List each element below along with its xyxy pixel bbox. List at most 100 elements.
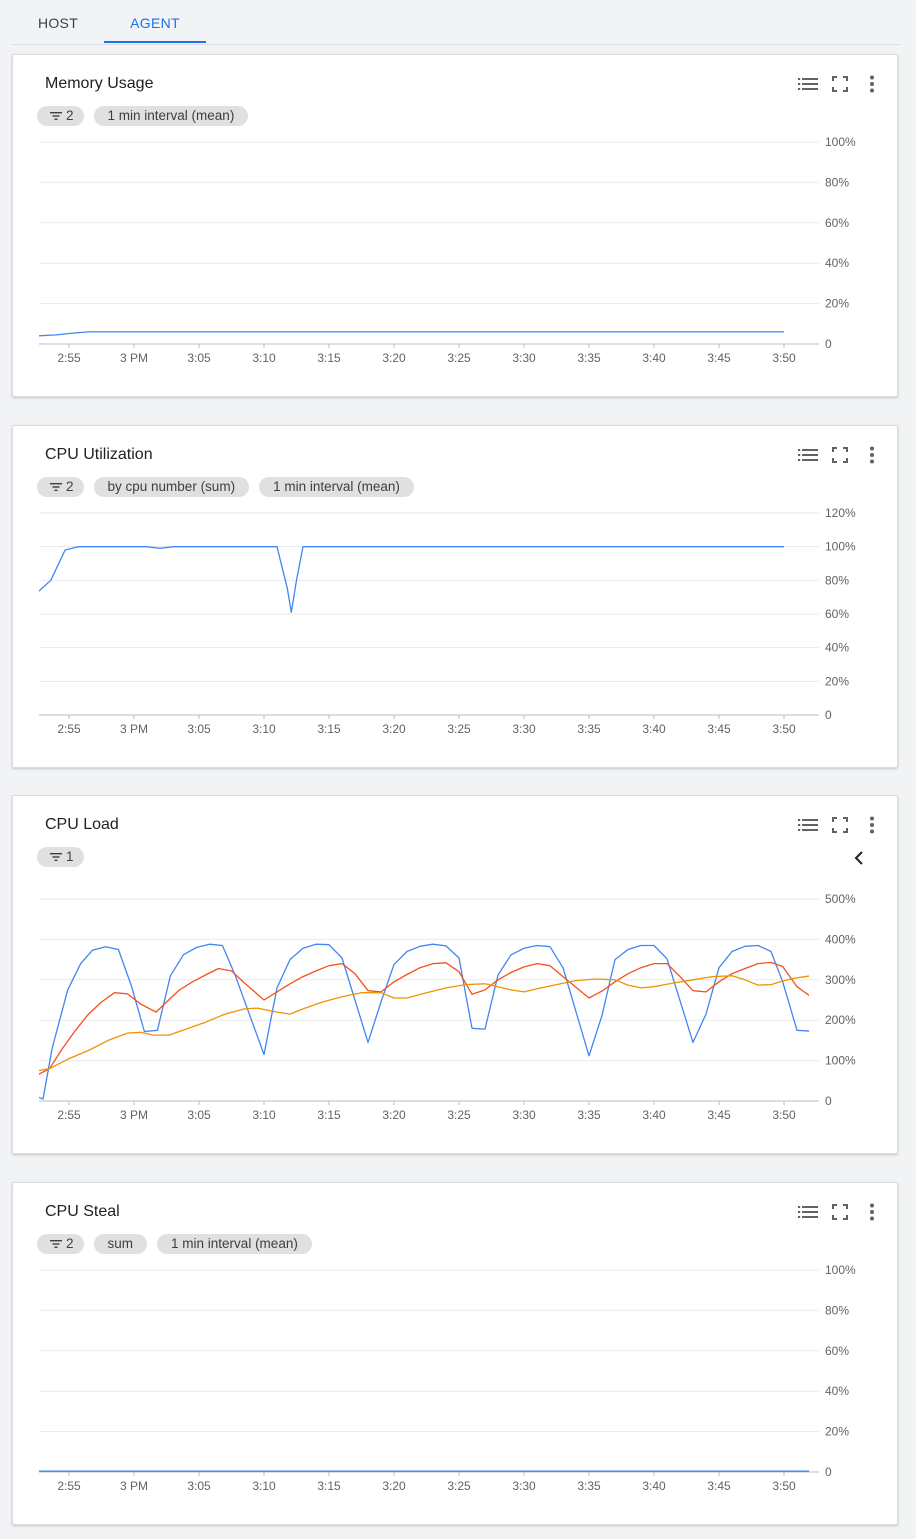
- x-tick-label: 3:15: [317, 1108, 341, 1122]
- y-tick-label: 20%: [825, 674, 849, 688]
- x-tick-label: 2:55: [57, 351, 81, 365]
- y-tick-label: 100%: [825, 1263, 856, 1277]
- more-options-button[interactable]: [861, 444, 883, 466]
- y-tick-label: 60%: [825, 1344, 849, 1358]
- x-tick-label: 3:50: [772, 1108, 796, 1122]
- chart-chips: 2 sum 1 min interval (mean): [37, 1234, 312, 1254]
- x-tick-label: 3:15: [317, 1479, 341, 1493]
- aggregation-chip[interactable]: 1 min interval (mean): [259, 477, 414, 497]
- more-vert-icon: [870, 75, 874, 93]
- chip-label: 1 min interval (mean): [107, 108, 235, 123]
- chart-title: Memory Usage: [45, 75, 154, 92]
- chart-title: CPU Utilization: [45, 446, 153, 463]
- chip-label: 1 min interval (mean): [171, 1236, 298, 1251]
- legend-button[interactable]: [797, 73, 819, 95]
- fullscreen-button[interactable]: [829, 814, 851, 836]
- x-tick-label: 3:05: [187, 722, 211, 736]
- legend-button[interactable]: [797, 814, 819, 836]
- x-tick-label: 3:45: [707, 722, 731, 736]
- x-tick-label: 3:15: [317, 722, 341, 736]
- y-tick-label: 0: [825, 708, 832, 722]
- x-tick-label: 3:30: [512, 1108, 536, 1122]
- y-tick-label: 20%: [825, 297, 849, 311]
- x-tick-label: 3:30: [512, 351, 536, 365]
- more-options-button[interactable]: [861, 814, 883, 836]
- y-tick-label: 40%: [825, 256, 849, 270]
- more-vert-icon: [870, 816, 874, 834]
- series-line-0: [39, 943, 809, 1100]
- list-icon: [798, 78, 818, 90]
- series-line-2: [39, 975, 809, 1072]
- x-tick-label: 3:50: [772, 1479, 796, 1493]
- tab-agent[interactable]: AGENT: [104, 0, 206, 43]
- y-tick-label: 60%: [825, 216, 849, 230]
- filter-chip[interactable]: 2: [37, 477, 84, 497]
- x-tick-label: 3:20: [382, 351, 406, 365]
- chart-toolbar: [797, 73, 883, 95]
- filter-icon: [50, 853, 62, 861]
- chip-label: 2: [66, 108, 74, 123]
- fullscreen-button[interactable]: [829, 444, 851, 466]
- x-tick-label: 3 PM: [120, 1108, 148, 1122]
- x-tick-label: 3:40: [642, 351, 666, 365]
- filter-chip[interactable]: 1: [37, 847, 84, 867]
- legend-button[interactable]: [797, 444, 819, 466]
- series-line-0: [39, 331, 784, 337]
- x-tick-label: 3:50: [772, 351, 796, 365]
- x-tick-label: 2:55: [57, 1479, 81, 1493]
- fullscreen-button[interactable]: [829, 1201, 851, 1223]
- x-tick-label: 3 PM: [120, 722, 148, 736]
- filter-chip[interactable]: 2: [37, 106, 84, 126]
- x-tick-label: 3:50: [772, 722, 796, 736]
- chevron-left-icon: [854, 851, 863, 865]
- legend-button[interactable]: [797, 1201, 819, 1223]
- chip-label: 1: [66, 849, 74, 864]
- x-tick-label: 3:05: [187, 1108, 211, 1122]
- chip-label: 1 min interval (mean): [273, 479, 400, 494]
- y-tick-label: 40%: [825, 1384, 849, 1398]
- aggregation-chip[interactable]: 1 min interval (mean): [93, 106, 249, 126]
- x-tick-label: 3:40: [642, 1108, 666, 1122]
- chip-label: sum: [107, 1236, 134, 1251]
- x-tick-label: 3:10: [252, 722, 276, 736]
- x-tick-label: 3:20: [382, 1479, 406, 1493]
- x-tick-label: 3:20: [382, 722, 406, 736]
- chart-toolbar: [797, 1201, 883, 1223]
- more-options-button[interactable]: [861, 73, 883, 95]
- filter-chip[interactable]: 2: [37, 1234, 84, 1254]
- aggregation-chip[interactable]: 1 min interval (mean): [157, 1234, 312, 1254]
- x-tick-label: 3:25: [447, 1479, 471, 1493]
- chip-label: by cpu number (sum): [107, 479, 236, 494]
- y-tick-label: 60%: [825, 607, 849, 621]
- more-options-button[interactable]: [861, 1201, 883, 1223]
- x-tick-label: 3:05: [187, 351, 211, 365]
- x-tick-label: 2:55: [57, 722, 81, 736]
- x-tick-label: 3:05: [187, 1479, 211, 1493]
- collapse-legend-button[interactable]: [849, 848, 869, 868]
- y-tick-label: 100%: [825, 135, 856, 149]
- x-tick-label: 3:40: [642, 1479, 666, 1493]
- x-tick-label: 3:45: [707, 1108, 731, 1122]
- x-tick-label: 3:45: [707, 1479, 731, 1493]
- x-tick-label: 3:10: [252, 1108, 276, 1122]
- x-tick-label: 3:20: [382, 1108, 406, 1122]
- list-icon: [798, 1206, 818, 1218]
- filter-icon: [50, 483, 62, 491]
- more-vert-icon: [870, 446, 874, 464]
- more-vert-icon: [870, 1203, 874, 1221]
- x-tick-label: 3:15: [317, 351, 341, 365]
- y-tick-label: 80%: [825, 175, 849, 189]
- tab-host[interactable]: HOST: [37, 15, 79, 31]
- chart-card-memory-usage: 100% 80% 60% 40% 20% 0 2:55 3 PM 3:05 3:10 3:15 3:2…: [12, 54, 898, 397]
- x-tick-label: 3:45: [707, 351, 731, 365]
- chart-card-cpu-steal: 100% 80% 60% 40% 20% 0 2:55 3 PM 3:05 3:10 3:15 3:2…: [12, 1182, 898, 1525]
- aggregation-chip[interactable]: by cpu number (sum): [93, 477, 250, 497]
- aggregation-chip[interactable]: sum: [93, 1234, 148, 1254]
- x-tick-label: 3:25: [447, 1108, 471, 1122]
- fullscreen-button[interactable]: [829, 73, 851, 95]
- chart-toolbar: [797, 814, 883, 836]
- chart-chips: 1: [37, 847, 84, 867]
- x-tick-label: 3:40: [642, 722, 666, 736]
- y-tick-label: 100%: [825, 540, 856, 554]
- chart-title: CPU Steal: [45, 1203, 120, 1220]
